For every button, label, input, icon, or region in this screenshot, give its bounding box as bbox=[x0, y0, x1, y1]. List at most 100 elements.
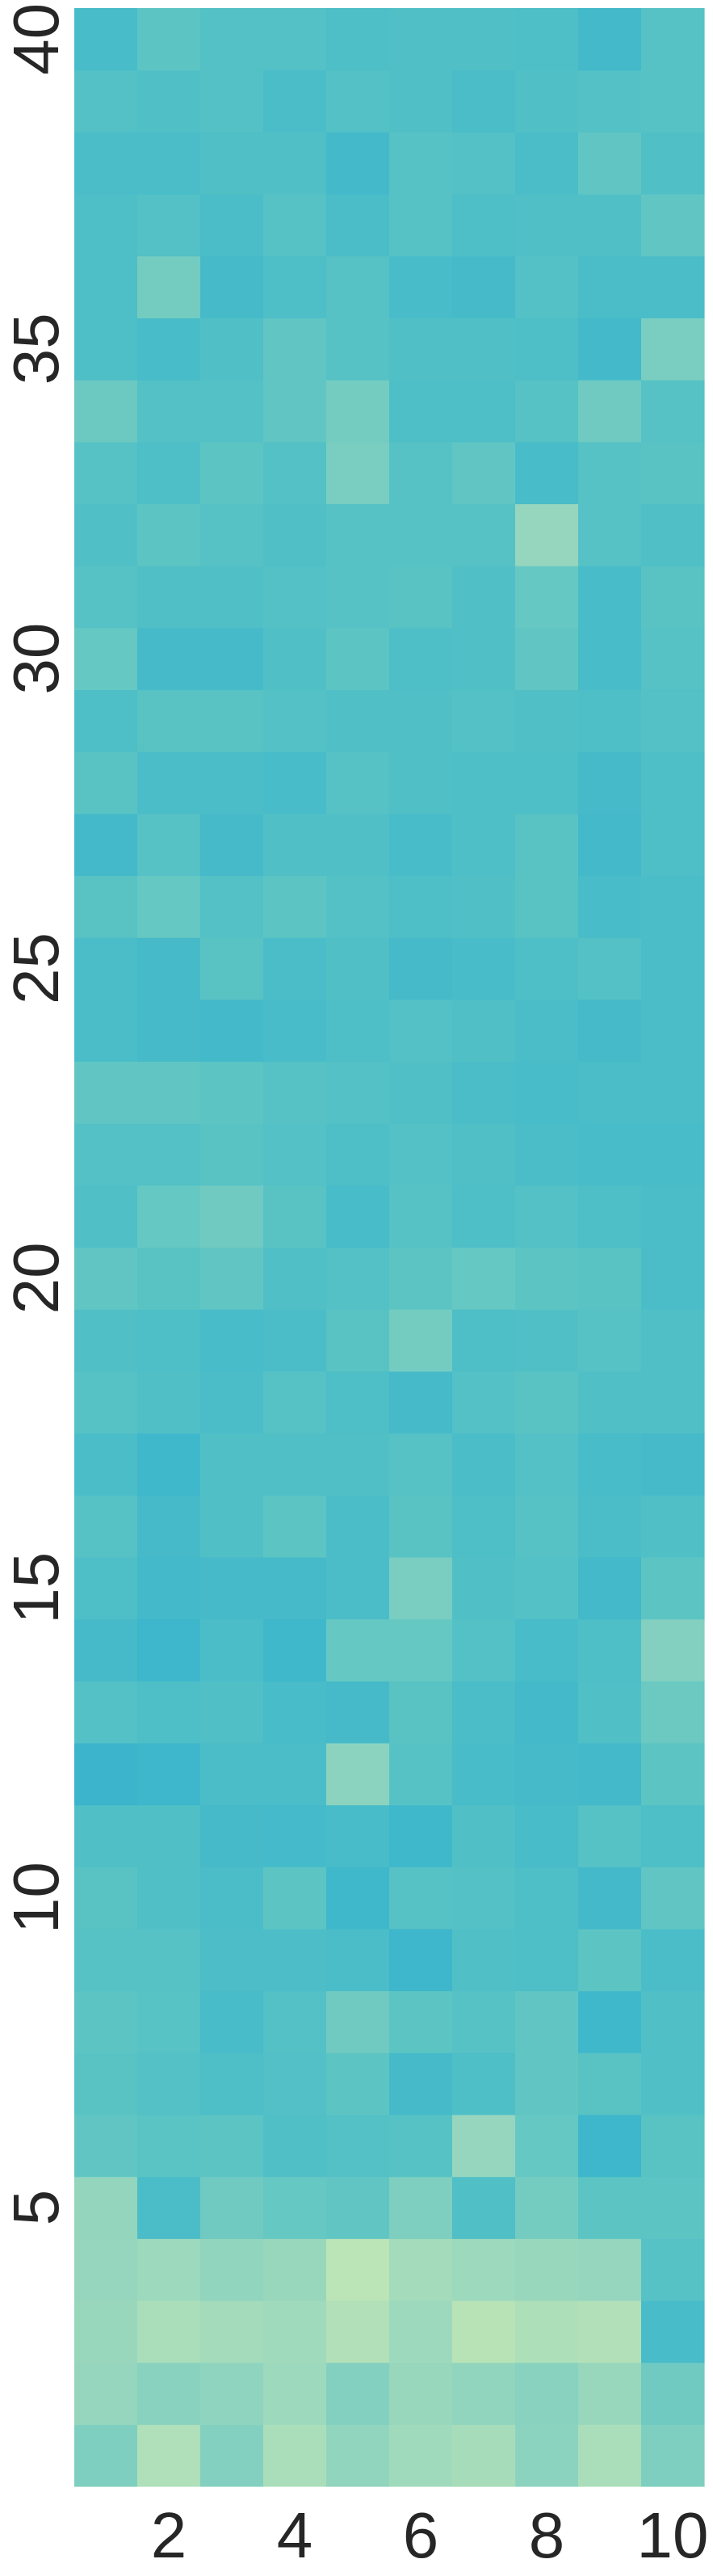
heatmap-cell-y21-x8 bbox=[515, 1185, 579, 1248]
heatmap-cell-y1-x9 bbox=[578, 2424, 642, 2487]
heatmap-cell-y28-x10 bbox=[641, 751, 705, 814]
heatmap-cell-y18-x7 bbox=[452, 1370, 516, 1434]
heatmap-cell-y29-x3 bbox=[200, 689, 264, 752]
heatmap-cell-y1-x4 bbox=[263, 2424, 327, 2487]
heatmap-cell-y28-x4 bbox=[263, 751, 327, 814]
heatmap-cell-y10-x2 bbox=[137, 1867, 201, 1930]
heatmap-cell-y37-x6 bbox=[389, 194, 453, 257]
heatmap-cell-y22-x7 bbox=[452, 1123, 516, 1186]
heatmap-cell-y30-x6 bbox=[389, 627, 453, 691]
heatmap-cell-y3-x6 bbox=[389, 2300, 453, 2363]
heatmap-cell-y25-x3 bbox=[200, 937, 264, 1000]
heatmap-cell-y31-x1 bbox=[74, 566, 138, 629]
heatmap-cell-y27-x1 bbox=[74, 813, 138, 877]
heatmap-cell-y20-x8 bbox=[515, 1247, 579, 1310]
heatmap-cell-y1-x1 bbox=[74, 2424, 138, 2487]
heatmap-cell-y16-x5 bbox=[326, 1495, 390, 1558]
heatmap-cell-y4-x5 bbox=[326, 2238, 390, 2301]
heatmap-cell-y39-x10 bbox=[641, 69, 705, 133]
heatmap-cell-y36-x5 bbox=[326, 255, 390, 318]
heatmap-cell-y34-x6 bbox=[389, 380, 453, 443]
heatmap-cell-y14-x5 bbox=[326, 1618, 390, 1682]
heatmap-cell-y18-x5 bbox=[326, 1370, 390, 1434]
heatmap-cell-y40-x9 bbox=[578, 8, 642, 71]
heatmap-cell-y13-x7 bbox=[452, 1681, 516, 1744]
heatmap-cell-y7-x4 bbox=[263, 2052, 327, 2115]
heatmap-cell-y1-x5 bbox=[326, 2424, 390, 2487]
heatmap-cell-y6-x10 bbox=[641, 2114, 705, 2178]
heatmap-cell-y12-x9 bbox=[578, 1742, 642, 1806]
heatmap-cell-y31-x2 bbox=[137, 566, 201, 629]
heatmap-cell-y17-x10 bbox=[641, 1433, 705, 1496]
heatmap-cell-y17-x2 bbox=[137, 1433, 201, 1496]
heatmap-cell-y6-x9 bbox=[578, 2114, 642, 2178]
heatmap-cell-y26-x3 bbox=[200, 875, 264, 938]
heatmap-cell-y2-x7 bbox=[452, 2362, 516, 2425]
heatmap-cell-y26-x7 bbox=[452, 875, 516, 938]
heatmap-cell-y2-x9 bbox=[578, 2362, 642, 2425]
heatmap-cell-y21-x4 bbox=[263, 1185, 327, 1248]
heatmap-cell-y29-x9 bbox=[578, 689, 642, 752]
heatmap-cell-y21-x5 bbox=[326, 1185, 390, 1248]
heatmap-cell-y9-x9 bbox=[578, 1928, 642, 1992]
heatmap-cell-y28-x2 bbox=[137, 751, 201, 814]
heatmap-cell-y10-x5 bbox=[326, 1867, 390, 1930]
heatmap-cell-y19-x10 bbox=[641, 1309, 705, 1372]
heatmap-cell-y2-x4 bbox=[263, 2362, 327, 2425]
heatmap-cell-y26-x10 bbox=[641, 875, 705, 938]
heatmap-cell-y22-x2 bbox=[137, 1123, 201, 1186]
heatmap-cell-y6-x8 bbox=[515, 2114, 579, 2178]
heatmap-cell-y36-x7 bbox=[452, 255, 516, 318]
heatmap-cell-y32-x1 bbox=[74, 503, 138, 566]
heatmap-cell-y24-x6 bbox=[389, 999, 453, 1063]
heatmap-cell-y13-x4 bbox=[263, 1681, 327, 1744]
heatmap-cell-y11-x6 bbox=[389, 1804, 453, 1867]
heatmap-cell-y15-x8 bbox=[515, 1556, 579, 1620]
heatmap-cell-y24-x1 bbox=[74, 999, 138, 1063]
heatmap-cell-y14-x9 bbox=[578, 1618, 642, 1682]
heatmap-cell-y19-x9 bbox=[578, 1309, 642, 1372]
heatmap-cell-y9-x2 bbox=[137, 1928, 201, 1992]
heatmap-cell-y13-x9 bbox=[578, 1681, 642, 1744]
heatmap-cell-y31-x6 bbox=[389, 566, 453, 629]
heatmap-cell-y5-x8 bbox=[515, 2176, 579, 2239]
heatmap-cell-y2-x1 bbox=[74, 2362, 138, 2425]
heatmap-cell-y40-x7 bbox=[452, 8, 516, 71]
heatmap-cell-y19-x4 bbox=[263, 1309, 327, 1372]
heatmap-cell-y40-x4 bbox=[263, 8, 327, 71]
heatmap-cell-y8-x2 bbox=[137, 1990, 201, 2053]
heatmap-cell-y19-x2 bbox=[137, 1309, 201, 1372]
heatmap-cell-y21-x9 bbox=[578, 1185, 642, 1248]
heatmap-cell-y13-x6 bbox=[389, 1681, 453, 1744]
heatmap-cell-y21-x3 bbox=[200, 1185, 264, 1248]
heatmap-cell-y33-x6 bbox=[389, 441, 453, 504]
heatmap-cell-y12-x4 bbox=[263, 1742, 327, 1806]
heatmap-cell-y5-x3 bbox=[200, 2176, 264, 2239]
heatmap-cell-y6-x6 bbox=[389, 2114, 453, 2178]
heatmap-cell-y23-x8 bbox=[515, 1061, 579, 1124]
heatmap-cell-y31-x5 bbox=[326, 566, 390, 629]
heatmap-cell-y15-x2 bbox=[137, 1556, 201, 1620]
heatmap-cell-y16-x6 bbox=[389, 1495, 453, 1558]
heatmap-cell-y5-x1 bbox=[74, 2176, 138, 2239]
heatmap-cell-y36-x4 bbox=[263, 255, 327, 318]
heatmap-cell-y25-x7 bbox=[452, 937, 516, 1000]
heatmap-cell-y37-x10 bbox=[641, 194, 705, 257]
heatmap-cell-y39-x4 bbox=[263, 69, 327, 133]
heatmap-cell-y7-x7 bbox=[452, 2052, 516, 2115]
heatmap-cell-y7-x6 bbox=[389, 2052, 453, 2115]
y-axis-ticks: 5 10 15 20 25 30 35 40 bbox=[0, 3, 72, 2225]
heatmap-cell-y17-x8 bbox=[515, 1433, 579, 1496]
heatmap-cell-y20-x9 bbox=[578, 1247, 642, 1310]
heatmap-cell-y27-x5 bbox=[326, 813, 390, 877]
heatmap-cell-y23-x6 bbox=[389, 1061, 453, 1124]
heatmap-cell-y40-x8 bbox=[515, 8, 579, 71]
heatmap-cell-y6-x3 bbox=[200, 2114, 264, 2178]
heatmap-cell-y35-x9 bbox=[578, 318, 642, 381]
heatmap-cell-y20-x3 bbox=[200, 1247, 264, 1310]
heatmap-cell-y20-x6 bbox=[389, 1247, 453, 1310]
heatmap-cell-y6-x5 bbox=[326, 2114, 390, 2178]
heatmap-cell-y10-x9 bbox=[578, 1867, 642, 1930]
